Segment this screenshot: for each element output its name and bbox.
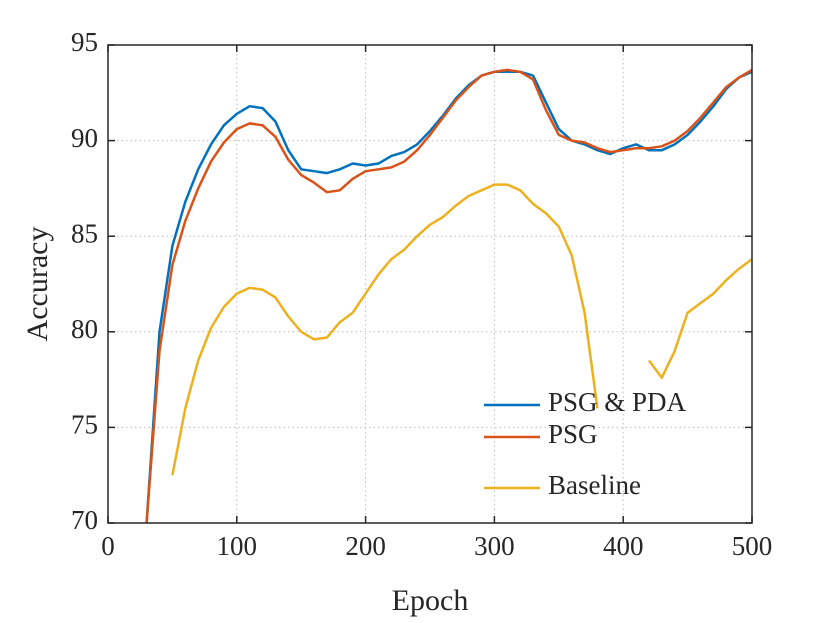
x-tick-label: 500 <box>732 531 773 561</box>
legend-label: Baseline <box>548 470 641 500</box>
series-line <box>145 68 752 523</box>
plot-frame <box>107 44 753 524</box>
legend-label: PSG <box>548 419 598 449</box>
series-line <box>171 183 752 476</box>
y-tick-label: 90 <box>71 123 98 153</box>
x-tick-label: 300 <box>474 531 515 561</box>
y-tick-label: 85 <box>71 218 98 248</box>
x-tick-label: 100 <box>217 531 258 561</box>
x-tick-label: 400 <box>603 531 644 561</box>
series-line <box>145 70 752 523</box>
x-axis-label: Epoch <box>392 584 469 617</box>
y-tick-label: 70 <box>71 505 98 535</box>
x-tick-label: 200 <box>345 531 386 561</box>
y-tick-label: 95 <box>71 27 98 57</box>
y-tick-label: 75 <box>71 410 98 440</box>
legend-label: PSG & PDA <box>548 387 687 417</box>
y-tick-label: 80 <box>71 314 98 344</box>
y-axis-label: Accuracy <box>21 227 54 342</box>
plot-lines <box>145 68 752 523</box>
x-tick-label: 0 <box>101 531 115 561</box>
